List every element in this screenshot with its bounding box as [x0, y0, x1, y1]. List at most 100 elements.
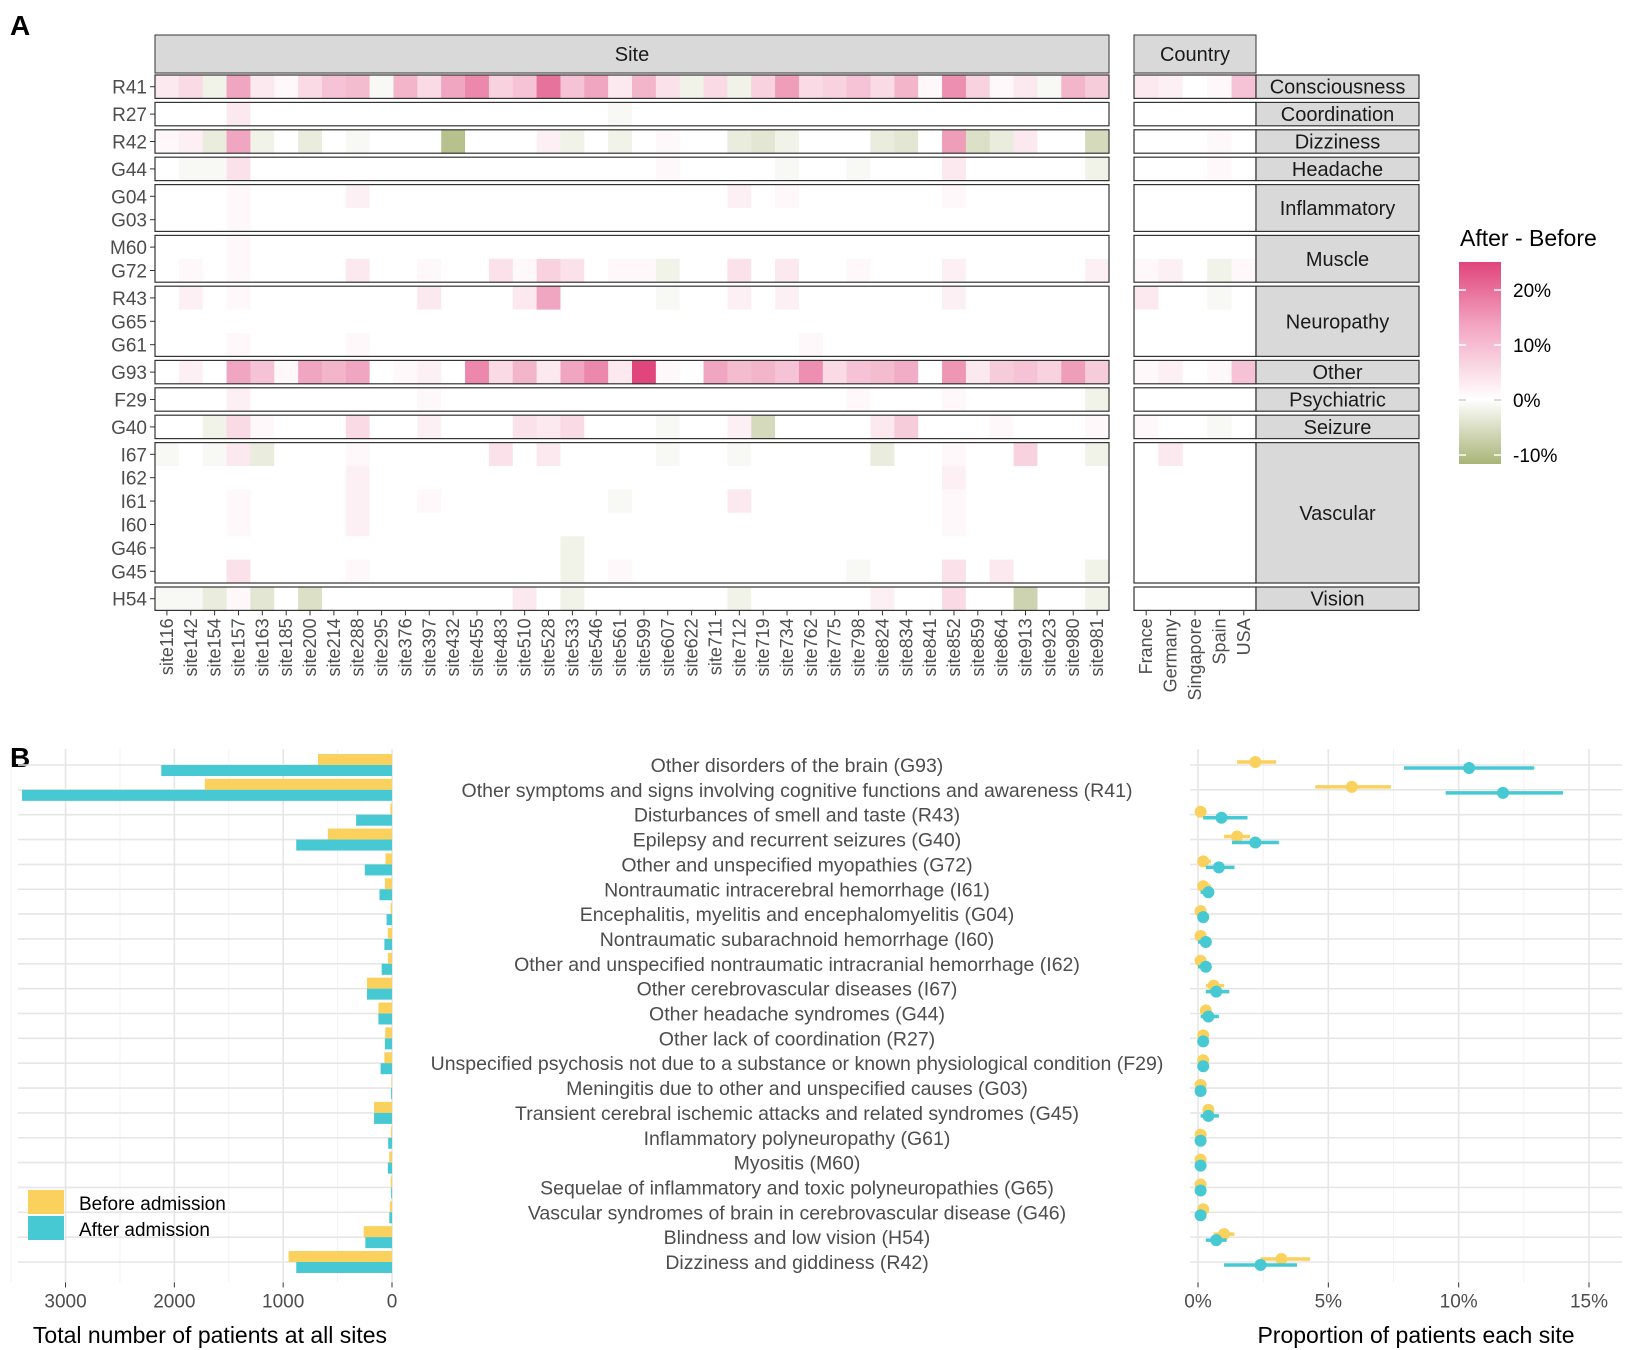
heat-cell — [679, 387, 704, 412]
heat-cell — [989, 333, 1014, 357]
heat-cell — [488, 536, 514, 560]
heat-cell — [250, 442, 275, 467]
heat-cell — [846, 559, 871, 584]
heat-cell — [655, 360, 681, 385]
heat-cell — [679, 102, 704, 127]
heat-cell — [965, 466, 991, 490]
heat-cell — [512, 208, 537, 232]
heat-cell — [560, 129, 585, 154]
heat-cell — [846, 536, 871, 560]
heat-cell — [1085, 466, 1110, 490]
heat-cell — [250, 75, 275, 99]
heat-cell — [1085, 536, 1110, 560]
dot-tick-label: 15% — [1570, 1291, 1608, 1312]
heat-cell — [584, 129, 609, 154]
heat-cell-country — [1231, 559, 1257, 584]
heat-cell — [560, 258, 585, 283]
heat-cell — [584, 559, 609, 584]
group-strip-label: Dizziness — [1295, 132, 1381, 154]
heat-cell — [369, 235, 394, 260]
heat-cell — [393, 333, 418, 357]
heat-cell — [918, 587, 943, 611]
heat-cell — [1085, 102, 1110, 127]
category-label: Dizziness and giddiness (R42) — [665, 1252, 928, 1274]
point-after — [1194, 1134, 1207, 1147]
heat-cell — [226, 489, 251, 514]
heat-cell — [1037, 587, 1062, 611]
heat-cell — [369, 512, 394, 537]
heat-cell — [488, 415, 514, 439]
heat-cell — [178, 333, 204, 357]
heat-cell — [632, 333, 657, 357]
heat-cell — [417, 466, 442, 490]
heat-cell — [560, 208, 585, 232]
heat-cell — [298, 129, 323, 154]
heat-cell — [465, 536, 490, 560]
row-label: I62 — [121, 469, 147, 490]
heat-cell — [679, 157, 704, 181]
heat-cell — [560, 387, 585, 412]
heat-cell — [1037, 75, 1062, 99]
heat-cell — [512, 489, 537, 514]
heat-cell — [178, 235, 204, 260]
heat-cell — [870, 512, 895, 537]
legend-swatch-before — [28, 1190, 64, 1214]
legend-label-0: 0% — [1513, 391, 1541, 412]
row-label: I60 — [121, 516, 147, 537]
heat-cell — [608, 587, 633, 611]
heat-cell — [345, 512, 371, 537]
heat-cell — [226, 387, 251, 412]
heat-cell — [775, 387, 800, 412]
heat-cell — [393, 360, 418, 385]
heat-cell — [1013, 309, 1038, 334]
heat-cell — [274, 333, 299, 357]
heat-cell — [822, 129, 848, 154]
heat-cell — [321, 360, 347, 385]
heat-cell — [345, 489, 371, 514]
heat-cell — [250, 157, 275, 181]
bar-before — [387, 952, 392, 964]
heat-cell-country — [1158, 360, 1184, 385]
heat-cell — [870, 309, 895, 334]
site-label: site719 — [753, 618, 773, 676]
heat-cell — [465, 157, 490, 181]
heat-cell-country — [1134, 512, 1159, 537]
heat-cell — [846, 309, 871, 334]
heat-cell — [751, 129, 776, 154]
heat-cell — [226, 75, 251, 99]
heat-cell — [870, 466, 895, 490]
heat-cell — [560, 512, 585, 537]
heat-cell — [488, 387, 514, 412]
heat-cell — [536, 157, 561, 181]
category-label: Other headache syndromes (G44) — [649, 1004, 945, 1026]
group-strip — [1255, 387, 1420, 412]
heat-cell — [1013, 286, 1038, 310]
heat-cell — [441, 235, 466, 260]
heat-cell — [655, 208, 681, 232]
heat-cell — [989, 258, 1014, 283]
heat-cell-country — [1207, 129, 1232, 154]
heat-cell — [703, 75, 728, 99]
heat-cell — [1013, 512, 1038, 537]
heat-cell — [870, 184, 895, 209]
heat-cell — [894, 587, 919, 611]
bar-before — [389, 1201, 392, 1213]
heat-cell — [250, 536, 275, 560]
heat-cell-country — [1134, 587, 1159, 611]
heat-cell — [870, 559, 895, 584]
heat-cell — [345, 559, 371, 584]
heat-cell-country — [1134, 442, 1159, 467]
heat-cell — [775, 208, 800, 232]
heat-cell — [226, 587, 251, 611]
heat-cell — [560, 415, 585, 439]
heat-cell-country — [1158, 587, 1184, 611]
group-strip — [1255, 74, 1420, 99]
heat-cell — [822, 235, 848, 260]
row-label: G04 — [111, 187, 147, 208]
category-label: Epilepsy and recurrent seizures (G40) — [633, 830, 961, 852]
point-after — [1194, 1209, 1207, 1222]
bar-before — [318, 754, 392, 765]
heat-cell — [298, 309, 323, 334]
heat-cell — [345, 309, 371, 334]
heat-cell — [1013, 536, 1038, 560]
